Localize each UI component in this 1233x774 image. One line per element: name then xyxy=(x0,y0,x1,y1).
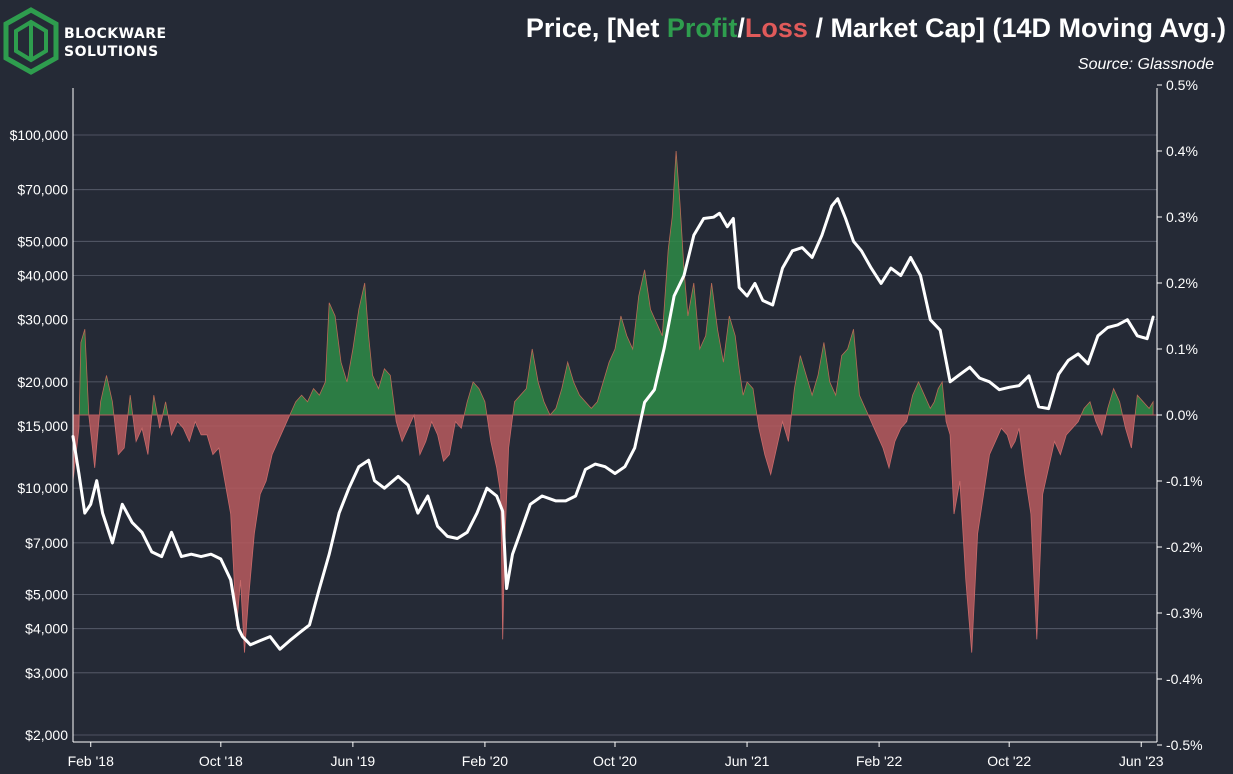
left-tick-label: $10,000 xyxy=(17,480,68,496)
left-tick-label: $3,000 xyxy=(25,665,68,681)
title-part-profit: Profit xyxy=(667,13,738,43)
left-tick-label: $100,000 xyxy=(10,127,69,143)
x-tick-label: Jun '19 xyxy=(331,753,376,769)
x-tick-label: Jun '21 xyxy=(725,753,770,769)
price-line xyxy=(71,197,1155,651)
x-tick-label: Feb '20 xyxy=(462,753,508,769)
left-tick-label: $70,000 xyxy=(17,182,68,198)
left-tick-label: $2,000 xyxy=(25,727,68,743)
x-tick-label: Oct '18 xyxy=(199,753,243,769)
left-tick-label: $20,000 xyxy=(17,374,68,390)
left-tick-label: $40,000 xyxy=(17,268,68,284)
right-tick-label: 0.4% xyxy=(1166,143,1198,159)
right-tick-label: -0.4% xyxy=(1166,671,1203,687)
loss-area xyxy=(72,413,1154,653)
left-tick-label: $7,000 xyxy=(25,535,68,551)
right-tick-label: -0.3% xyxy=(1166,605,1203,621)
right-tick-label: 0.2% xyxy=(1166,275,1198,291)
left-tick-label: $30,000 xyxy=(17,312,68,328)
price-line-group xyxy=(71,197,1155,651)
axes: $2,000 $3,000 $4,000 $5,000 $7,000 $10,000 $15… xyxy=(10,77,1203,769)
source-label: Source: Glassnode xyxy=(1078,56,1214,73)
title-part-rest: / Market Cap] (14D Moving Avg.) xyxy=(808,13,1226,43)
right-tick-label: 0.3% xyxy=(1166,209,1198,225)
title-part-slash: / xyxy=(737,13,745,43)
left-tick-label: $5,000 xyxy=(25,586,68,602)
profit-area xyxy=(73,150,1154,416)
right-tick-label: -0.2% xyxy=(1166,539,1203,555)
left-tick-label: $50,000 xyxy=(17,233,68,249)
left-tick-label: $15,000 xyxy=(17,418,68,434)
title-part-loss: Loss xyxy=(745,13,808,43)
right-tick-label: -0.1% xyxy=(1166,473,1203,489)
brand-line-2: SOLUTIONS xyxy=(64,44,159,60)
left-tick-label: $4,000 xyxy=(25,621,68,637)
x-tick-label: Feb '22 xyxy=(856,753,902,769)
right-tick-label: 0.1% xyxy=(1166,341,1198,357)
right-tick-label: 0.0% xyxy=(1166,407,1198,423)
title-part-1: Price, [Net xyxy=(526,13,667,43)
logo-hexagon xyxy=(3,7,59,75)
profit-loss-areas xyxy=(72,150,1157,653)
x-tick-label: Feb '18 xyxy=(68,753,114,769)
right-tick-label: -0.5% xyxy=(1166,737,1203,753)
x-tick-label: Oct '20 xyxy=(593,753,637,769)
right-tick-label: 0.5% xyxy=(1166,77,1198,93)
x-tick-label: Jun '23 xyxy=(1119,753,1164,769)
blockware-logo: BLOCKWARE SOLUTIONS xyxy=(3,7,167,75)
x-tick-label: Oct '22 xyxy=(987,753,1031,769)
brand-line-1: BLOCKWARE xyxy=(64,26,167,42)
chart-title: Price, [Net Profit/Loss / Market Cap] (1… xyxy=(526,13,1226,43)
